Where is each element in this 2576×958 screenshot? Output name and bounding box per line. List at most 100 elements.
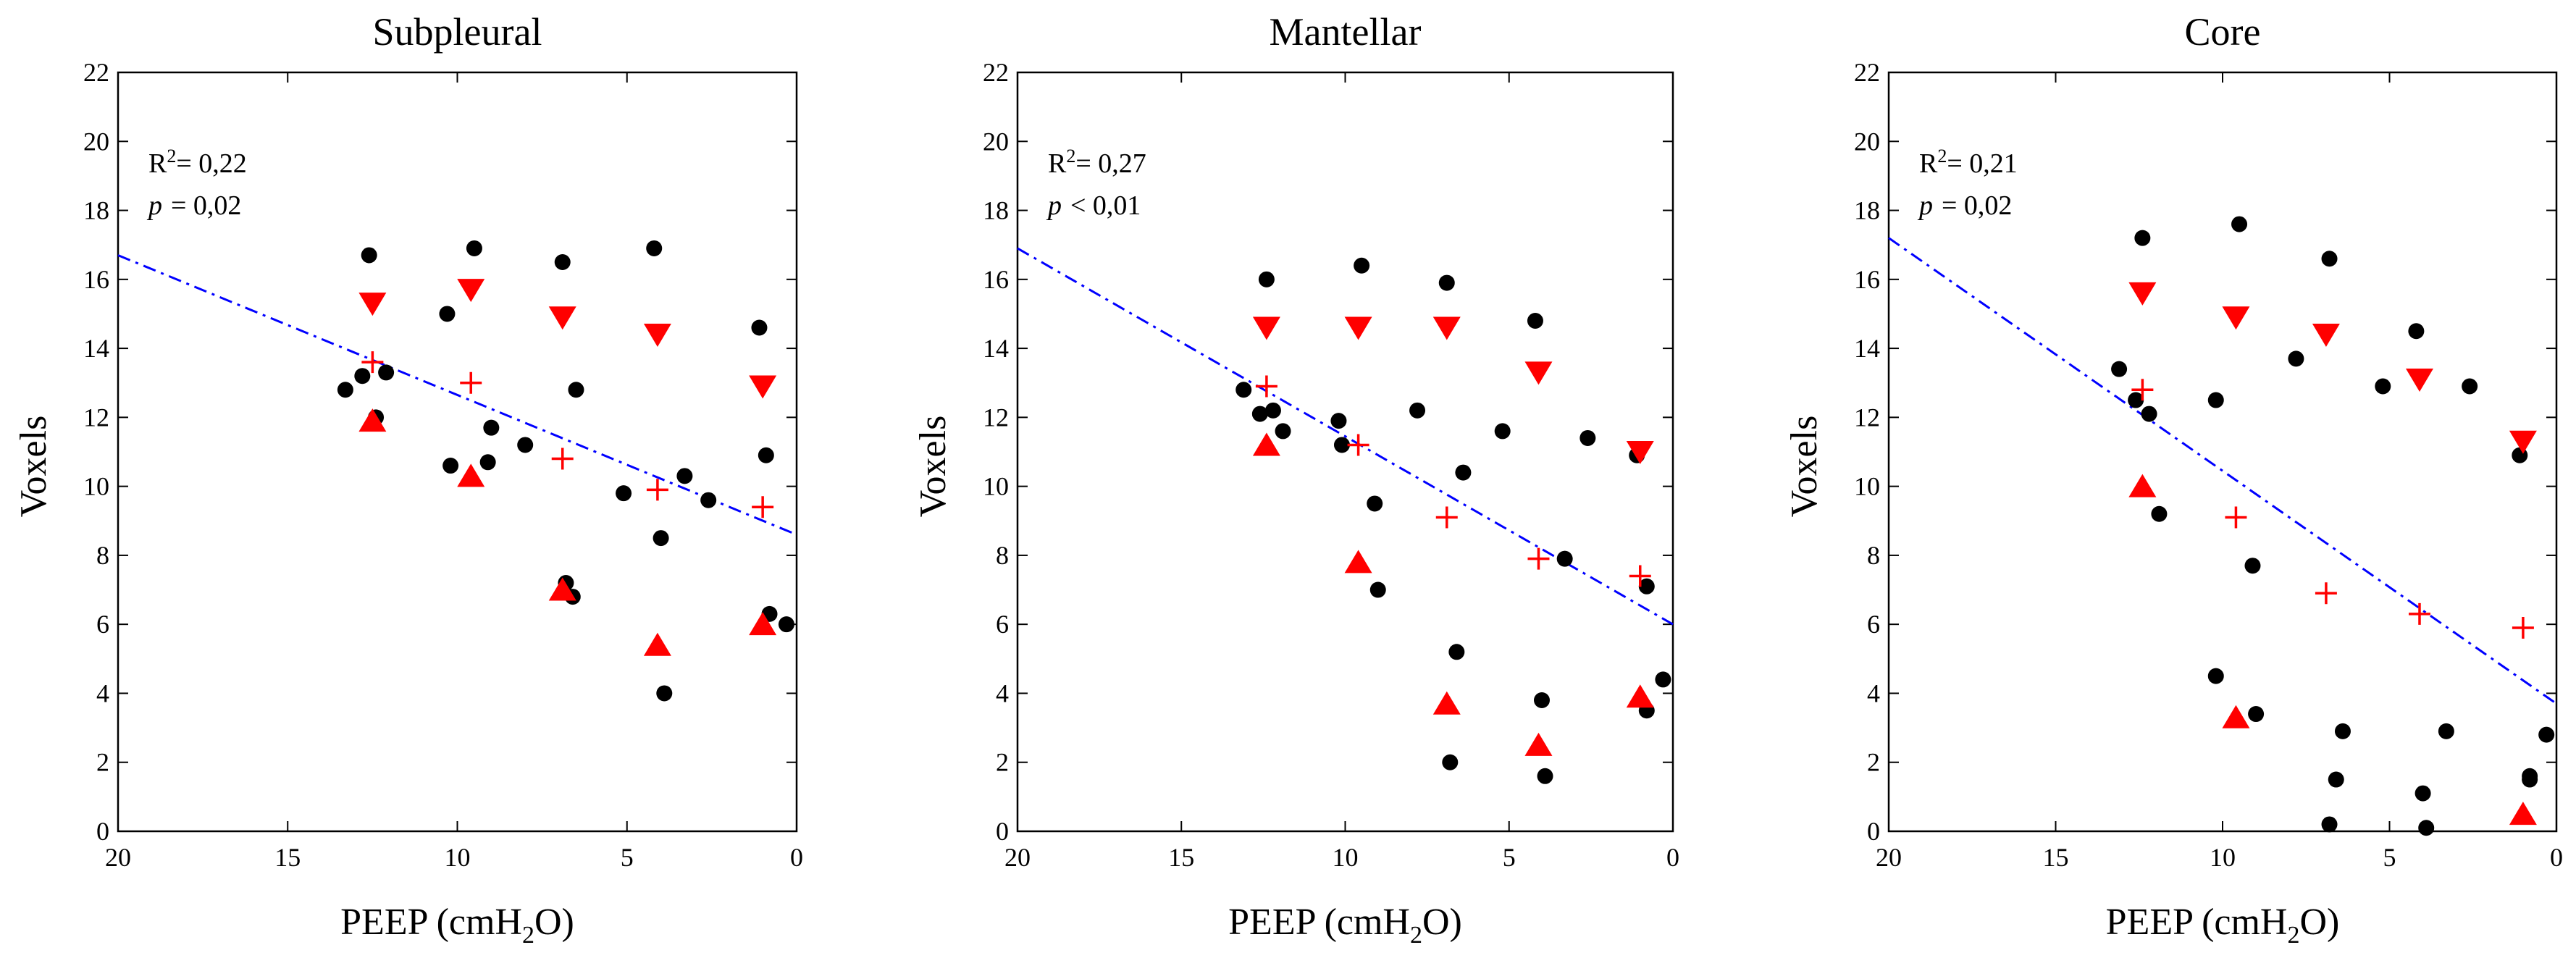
y-tick-label: 12 (983, 403, 1009, 432)
data-point (2408, 323, 2425, 340)
data-point (2288, 350, 2304, 367)
x-tick-label: 10 (445, 843, 471, 872)
x-tick-label: 5 (621, 843, 634, 872)
data-point (2248, 706, 2265, 723)
data-point (1367, 495, 1383, 512)
data-point (361, 247, 377, 264)
data-point (2462, 378, 2478, 395)
up-triangle-marker (2509, 802, 2537, 825)
regression-line (1888, 237, 2557, 705)
y-tick-label: 2 (1867, 748, 1880, 777)
x-tick-label: 15 (274, 843, 301, 872)
up-triangle-marker (2128, 474, 2157, 497)
y-tick-label: 8 (996, 541, 1009, 570)
data-point (337, 382, 353, 398)
x-axis-label-text: PEEP (cmH (1228, 902, 1410, 943)
y-tick-label: 6 (96, 610, 109, 639)
y-tick-label: 12 (83, 403, 109, 432)
x-tick-label: 10 (2210, 843, 2236, 872)
y-tick-label: 4 (96, 678, 109, 707)
y-tick-label: 10 (983, 472, 1009, 501)
data-point (2438, 723, 2454, 739)
data-point (2151, 505, 2168, 522)
x-axis-label-end: O) (2299, 902, 2339, 943)
y-tick-label: 20 (1854, 127, 1880, 156)
x-axis-label: PEEP (cmH2O) (340, 902, 574, 949)
down-triangle-marker (2509, 430, 2537, 454)
mean-plus-marker (551, 448, 574, 470)
y-tick-label: 14 (983, 334, 1009, 363)
data-point (1251, 406, 1268, 422)
mean-plus-marker (361, 351, 384, 374)
data-point (751, 319, 768, 336)
y-tick-label: 22 (83, 58, 109, 87)
p-symbol: p (1917, 190, 1933, 221)
mean-plus-marker (2315, 582, 2337, 605)
data-point (2334, 723, 2351, 739)
x-axis-label-subscript: 2 (2287, 922, 2299, 949)
x-tick-label: 5 (1503, 843, 1516, 872)
up-triangle-marker (1626, 684, 1654, 708)
y-tick-label: 4 (1867, 678, 1880, 707)
y-tick-label: 16 (983, 265, 1009, 294)
down-triangle-marker (749, 375, 777, 399)
p-symbol: p (146, 190, 162, 221)
data-point (2375, 378, 2391, 395)
x-tick-label: 10 (1333, 843, 1359, 872)
down-triangle-marker (358, 293, 387, 316)
down-triangle-marker (1252, 316, 1280, 340)
y-tick-label: 2 (996, 748, 1009, 777)
mean-plus-marker (1347, 434, 1369, 456)
data-point (2141, 406, 2157, 422)
data-point (2128, 392, 2144, 408)
y-tick-label: 16 (83, 265, 109, 294)
r-squared-label: R2= 0,21 (1919, 146, 2018, 179)
down-triangle-marker (643, 324, 671, 348)
data-point (2111, 361, 2128, 377)
data-point (554, 254, 571, 270)
mean-plus-marker (1435, 506, 1458, 529)
data-point (466, 240, 482, 256)
x-tick-label: 0 (1666, 843, 1679, 872)
y-tick-label: 18 (1854, 196, 1880, 225)
data-point (2231, 216, 2248, 232)
data-point (2328, 771, 2344, 788)
data-point (1579, 429, 1596, 446)
up-triangle-marker (1344, 550, 1372, 573)
p-value-label: p = 0,02 (1917, 190, 2012, 221)
down-triangle-marker (1626, 441, 1654, 464)
x-axis-label-text: PEEP (cmH (2106, 902, 2288, 943)
data-point (2244, 558, 2261, 574)
y-tick-label: 0 (96, 817, 109, 846)
y-tick-label: 6 (1867, 610, 1880, 639)
data-point (1556, 550, 1573, 567)
mean-plus-marker (2131, 379, 2154, 401)
r-squared-symbol: R (148, 148, 167, 179)
r-squared-value: = 0,27 (1075, 148, 1146, 179)
up-triangle-marker (1252, 432, 1280, 456)
data-point (2207, 392, 2224, 408)
chart-title: Core (2185, 10, 2261, 54)
data-point (2415, 785, 2431, 802)
regression-line (1017, 247, 1674, 626)
data-point (758, 447, 774, 463)
data-point (1638, 578, 1655, 594)
mean-plus-marker (2512, 616, 2534, 639)
data-point (778, 616, 794, 633)
x-tick-label: 20 (1004, 843, 1031, 872)
up-triangle-marker (358, 408, 387, 432)
data-point (483, 419, 500, 436)
y-tick-label: 8 (1867, 541, 1880, 570)
x-tick-label: 0 (790, 843, 803, 872)
regression-line (117, 254, 797, 536)
data-point (1275, 423, 1291, 440)
data-point (439, 306, 456, 322)
p-value: = 0,02 (171, 190, 241, 221)
data-point (1258, 271, 1275, 287)
y-tick-label: 10 (83, 472, 109, 501)
x-tick-label: 15 (2043, 843, 2069, 872)
down-triangle-marker (1524, 361, 1553, 385)
mean-plus-marker (460, 371, 482, 394)
data-point (2321, 816, 2338, 833)
